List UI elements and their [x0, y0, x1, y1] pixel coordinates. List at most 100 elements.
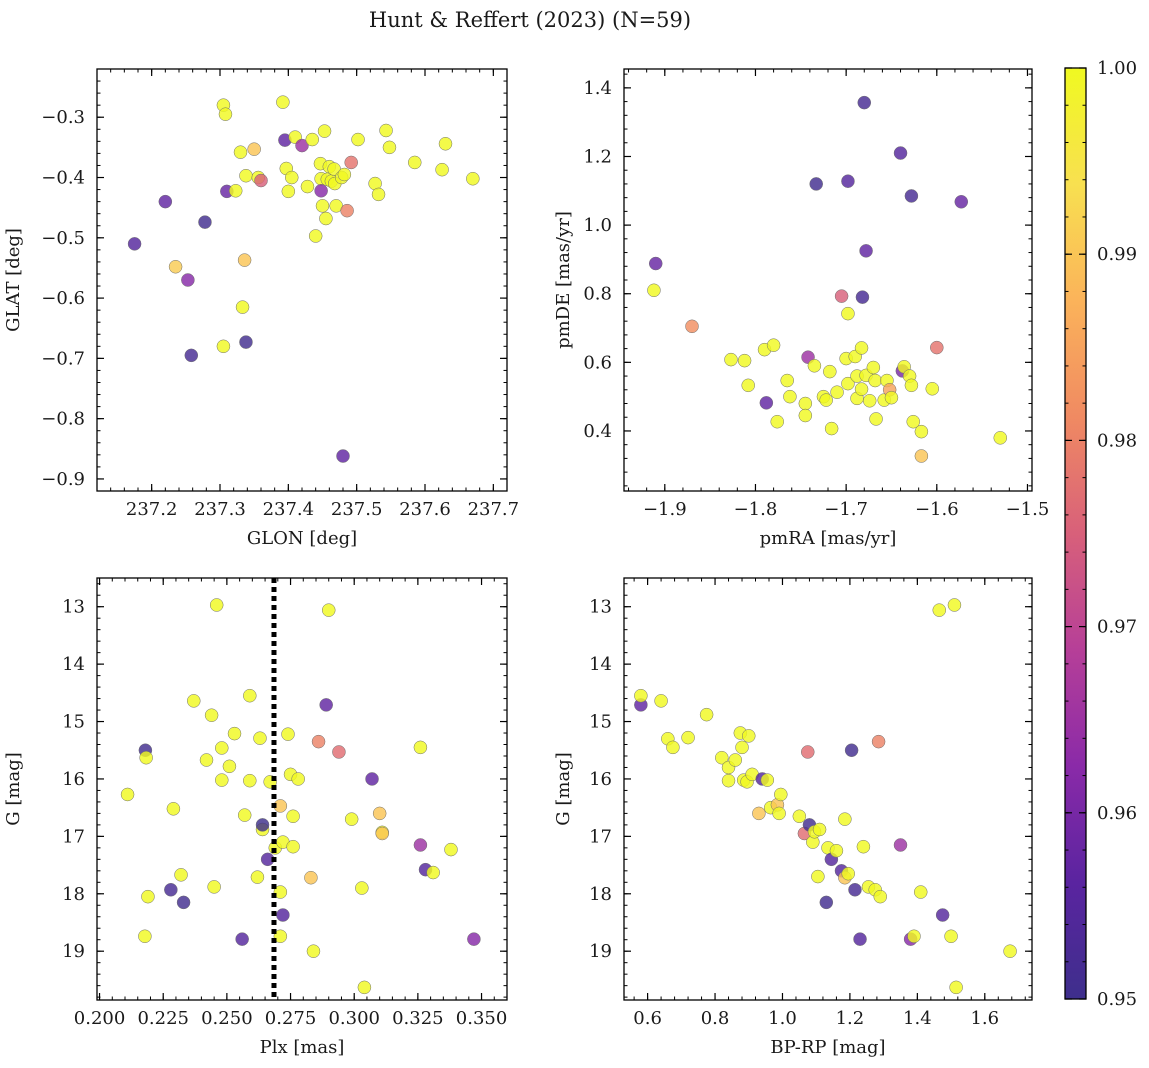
data-point [914, 449, 929, 463]
data-point [235, 932, 249, 946]
panel-plx-g: 0.200 0.225 0.250 0.275 0.300 0.325 0.350 13 14 1… [3, 577, 508, 1058]
data-point [848, 883, 862, 897]
data-point [844, 743, 859, 757]
colorbar-tick-label: 0.99 [1097, 244, 1137, 265]
data-point [435, 162, 449, 177]
data-point [760, 773, 775, 787]
data-point [648, 256, 663, 271]
data-point [276, 95, 290, 109]
data-point [721, 773, 736, 788]
colorbar: 0.95 0.96 0.97 0.98 0.99 1.00 [1064, 58, 1137, 1010]
data-point [319, 698, 333, 712]
data-point [841, 866, 855, 881]
data-point [866, 360, 881, 375]
data-point [207, 880, 221, 894]
data-point [841, 376, 855, 391]
data-point [237, 808, 252, 822]
data-point [824, 421, 839, 436]
y-axis-label: G [mag] [3, 752, 24, 825]
y-tick-label: 19 [62, 941, 85, 962]
data-point [176, 895, 191, 910]
x-tick-label: −1.9 [643, 499, 687, 520]
data-point [305, 132, 319, 147]
data-point [819, 895, 834, 910]
data-point [862, 394, 877, 408]
y-tick-label: −0.8 [41, 409, 85, 430]
data-point [311, 734, 326, 749]
x-tick-label: 237.5 [331, 499, 383, 520]
y-tick-label: 15 [62, 712, 85, 733]
data-point [209, 598, 224, 612]
data-point [742, 729, 756, 743]
data-point [314, 184, 328, 198]
data-point [315, 199, 330, 213]
data-point [317, 124, 332, 138]
data-point [647, 283, 661, 298]
data-point [947, 598, 962, 612]
x-axis-label: pmRA [mas/yr] [760, 528, 897, 549]
data-point [681, 730, 695, 745]
data-point [792, 809, 807, 824]
data-point [699, 707, 714, 722]
data-point [357, 980, 372, 995]
data-point [857, 95, 872, 110]
y-tick-label: 1.4 [583, 78, 612, 99]
x-tick-label: −1.6 [915, 499, 959, 520]
y-axis-label: G [mag] [553, 752, 574, 825]
data-point [375, 826, 389, 841]
y-tick-label: 17 [589, 826, 612, 847]
data-point [233, 145, 248, 159]
data-point [935, 908, 950, 922]
data-point [871, 734, 886, 749]
data-point [830, 385, 844, 399]
data-point [444, 842, 458, 857]
data-point [932, 603, 947, 617]
data-point [300, 179, 315, 194]
data-point [685, 319, 699, 334]
data-point [654, 694, 668, 708]
y-tick-label: 18 [589, 884, 612, 905]
data-point [854, 341, 869, 355]
data-point [893, 146, 908, 160]
data-point [336, 449, 350, 463]
y-tick-label: −0.4 [41, 168, 85, 189]
data-point [120, 787, 135, 802]
data-point [281, 184, 296, 199]
y-tick-label: 0.8 [583, 284, 612, 305]
colorbar-tick-label: 0.98 [1097, 430, 1137, 451]
data-point [841, 174, 855, 188]
data-point [925, 382, 940, 396]
data-point [1003, 944, 1017, 958]
data-point [907, 929, 921, 944]
data-point [253, 731, 267, 745]
data-point [819, 393, 833, 407]
data-point [772, 806, 786, 821]
data-point [413, 838, 428, 852]
data-point [235, 300, 250, 314]
y-tick-label: 19 [589, 941, 612, 962]
data-point [724, 352, 738, 367]
y-tick-label: −0.7 [41, 348, 85, 369]
data-point [218, 107, 233, 121]
data-point [944, 929, 958, 944]
x-tick-label: 0.350 [456, 1008, 508, 1029]
data-point [164, 883, 178, 897]
x-tick-label: 1.0 [768, 1008, 797, 1029]
axes-frame [623, 577, 1033, 1001]
data-point [222, 759, 237, 774]
data-point [254, 173, 268, 188]
data-point [856, 839, 871, 854]
data-point [853, 932, 867, 946]
y-tick-label: 13 [589, 597, 612, 618]
data-point [838, 812, 852, 826]
y-tick-label: 13 [62, 597, 85, 618]
x-tick-label: 0.200 [74, 1008, 126, 1029]
data-point [715, 750, 729, 765]
data-point [355, 881, 369, 895]
x-tick-label: 237.6 [399, 499, 451, 520]
data-point [993, 431, 1008, 445]
data-point [204, 708, 219, 722]
data-point [829, 843, 844, 858]
colorbar-tick-label: 0.96 [1097, 803, 1137, 824]
data-point [141, 889, 155, 904]
